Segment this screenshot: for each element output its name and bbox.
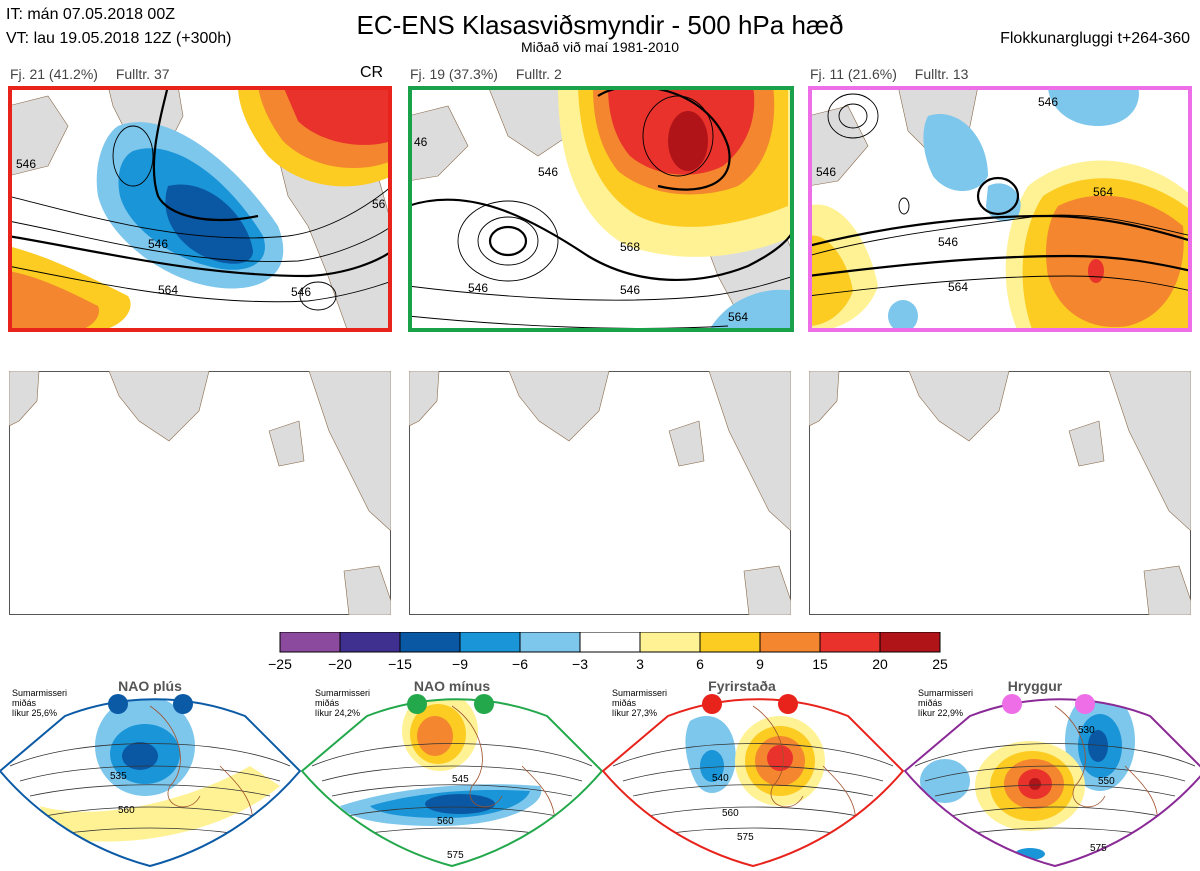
colorbar-swatch [699,632,761,653]
regime-2-name: NAO mínus [414,678,490,694]
regime-ridge: Hryggur Sumarmisseri miðás líkur 22,9% 5… [903,678,1200,868]
regime-3-probability: líkur 27,3% [612,708,657,718]
colorbar-tick-label: 3 [636,656,644,672]
empty-map-3 [809,371,1191,615]
cluster-2-contour-label: 568 [620,240,640,254]
regime-1-contour-label: 560 [118,805,135,816]
colorbar-swatch [339,632,401,653]
cluster-3-anomaly [808,86,1192,332]
colorbar-swatch [819,632,881,653]
regime-2-contour-label: 575 [447,850,464,861]
valid-time-label: VT: lau 19.05.2018 12Z (+300h) [6,30,232,47]
regime-4-probability: líkur 22,9% [918,708,963,718]
regime-nao-minus: NAO mínus Sumarmisseri miðás líkur 24,2%… [300,678,604,868]
cluster-3-map: 546 564 546 564 546 [808,86,1192,332]
regime-4-season: Sumarmisseri [918,688,973,698]
cluster-3-contour-label: 564 [948,280,968,294]
cluster-1-contour-label: 56 [372,197,386,211]
cluster-1-tag: CR [360,64,384,81]
cluster-1-header: Fj. 21 (41.2%) Fulltr. 37 [10,66,184,82]
colorbar-tick-label: 6 [696,656,704,672]
page-subtitle: Miðað við maí 1981-2010 [521,39,679,55]
cluster-3-representative: Fulltr. 13 [914,66,969,82]
cluster-3-header: Fj. 11 (21.6%) Fulltr. 13 [810,66,982,82]
colorbar-tick-label: −25 [268,656,292,672]
regime-1-season2: miðás [12,698,37,708]
colorbar-tick-label: 20 [872,656,888,672]
cluster-2-contour-label: 546 [468,281,488,295]
cluster-1-contour-label: 546 [148,237,168,251]
cluster-2-contour-label: 546 [620,283,640,297]
regime-3-contour-label: 560 [722,808,739,819]
regime-4-contour-label: 550 [1098,776,1115,787]
cluster-3-border [808,86,1192,332]
colorbar-swatch [459,632,521,653]
regime-4-contour-label: 575 [1090,843,1107,854]
colorbar-tick-label: 25 [932,656,948,672]
cluster-1-border [8,86,392,332]
colorbar-swatch [579,632,641,653]
cluster-1-map: 546 564 546 546 56 [8,86,392,332]
initial-time-label: IT: mán 07.05.2018 00Z [6,6,175,23]
regimes-panel: NAO plús Sumarmisseri miðás líkur 25,6% … [0,678,1200,868]
cluster-1-contour-label: 546 [291,285,311,299]
regime-3-season2: miðás [612,698,637,708]
colorbar-swatch [759,632,821,653]
colorbar-tick-label: −9 [452,656,468,672]
cluster-1-count: Fj. 21 (41.2%) [10,66,98,82]
colorbar-tick-label: −3 [572,656,588,672]
regime-2-season: Sumarmisseri [315,688,370,698]
regime-3-name: Fyrirstaða [708,678,776,694]
page-title: EC-ENS Klasasviðsmyndir - 500 hPa hæð [356,10,844,40]
cluster-3-contour-label: 564 [1093,185,1113,199]
regime-blocking: Fyrirstaða Sumarmisseri miðás líkur 27,3… [601,678,905,868]
colorbar-tick-label: −20 [328,656,352,672]
cluster-2-anomaly [558,86,794,332]
regime-4-name: Hryggur [1008,678,1063,694]
cluster-1-contour-label: 546 [16,157,36,171]
regime-1-season: Sumarmisseri [12,688,67,698]
anomaly-colorbar: −25 −20 −15 −9 −6 −3 3 6 9 15 20 25 [268,632,948,672]
colorbar-tick-label: 9 [756,656,764,672]
colorbar-swatch [879,632,941,653]
empty-map-1 [9,371,391,615]
cluster-2-map: 546 546 546 568 564 46 [408,86,794,332]
colorbar-tick-label: −15 [388,656,412,672]
regime-1-probability: líkur 25,6% [12,708,57,718]
regime-3-contour-label: 540 [712,773,729,784]
regime-nao-plus: NAO plús Sumarmisseri miðás líkur 25,6% … [0,678,302,868]
cluster-2-contour-label: 46 [414,135,428,149]
regime-2-season2: miðás [315,698,340,708]
cluster-1-contour-label: 564 [158,283,178,297]
cluster-2-border [408,86,794,332]
cluster-3-contour-label: 546 [938,235,958,249]
regime-2-probability: líkur 24,2% [315,708,360,718]
cluster-3-contour-label: 546 [816,165,836,179]
regime-1-name: NAO plús [118,678,182,694]
cluster-2-header: Fj. 19 (37.3%) Fulltr. 2 [410,66,576,82]
cluster-2-contour-label: 564 [728,310,748,324]
cluster-2-contour-label: 546 [538,165,558,179]
colorbar-tick-label: −6 [512,656,528,672]
colorbar-swatch [399,632,461,653]
colorbar-tick-label: 15 [812,656,828,672]
regime-4-season2: miðás [918,698,943,708]
regime-3-contour-label: 575 [737,832,754,843]
colorbar-swatch [639,632,701,653]
cluster-2-representative: Fulltr. 2 [515,66,562,82]
regime-4-contour-label: 530 [1078,725,1095,736]
cluster-1-representative: Fulltr. 37 [115,66,170,82]
cluster-3-count: Fj. 11 (21.6%) [810,66,897,82]
empty-map-2 [409,371,791,615]
regime-3-season: Sumarmisseri [612,688,667,698]
colorbar-swatch [519,632,581,653]
cluster-3-contour-label: 546 [1038,95,1058,109]
classification-window-label: Flokkunargluggi t+264-360 [1000,30,1190,47]
regime-1-contour-label: 535 [110,771,127,782]
regime-2-contour-label: 545 [452,774,469,785]
cluster-2-count: Fj. 19 (37.3%) [410,66,498,82]
regime-2-contour-label: 560 [437,816,454,827]
colorbar-swatch [279,632,341,653]
